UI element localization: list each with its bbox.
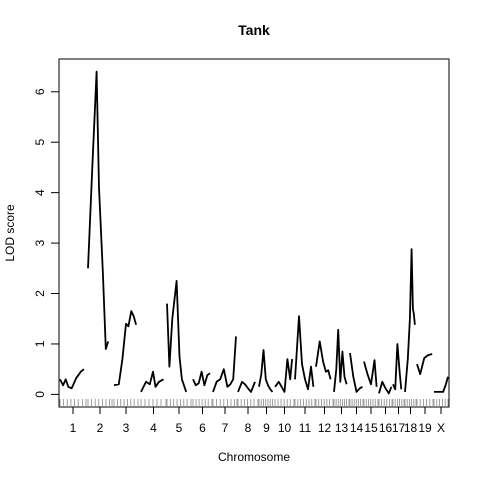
lod-curve-chr-10 <box>274 358 293 393</box>
y-tick-label: 4 <box>33 189 47 196</box>
x-tick-label: 15 <box>364 421 378 435</box>
x-tick-label: 16 <box>379 421 393 435</box>
lod-curve-chr-15 <box>363 359 378 387</box>
x-tick-label: 9 <box>263 421 270 435</box>
lod-curve-chr-11 <box>294 315 315 391</box>
lod-curve-chr-4 <box>140 370 164 393</box>
x-tick-label: 18 <box>404 421 418 435</box>
lod-curve-chr-18 <box>404 248 416 392</box>
y-tick-label: 5 <box>33 139 47 146</box>
x-tick-label: X <box>437 421 445 435</box>
y-axis: 0 1 2 3 4 5 6 <box>33 88 60 398</box>
lod-curve-chr-2 <box>87 70 110 350</box>
lod-curve-chr-X <box>434 376 449 393</box>
lod-curves <box>59 70 449 395</box>
lod-curve-chr-5 <box>166 279 188 393</box>
y-tick-label: 0 <box>33 391 47 398</box>
chart-title: Tank <box>238 22 270 38</box>
marker-rug <box>59 399 449 407</box>
lod-curve-chr-8 <box>237 380 256 393</box>
x-tick-label: 7 <box>222 421 229 435</box>
lod-curve-chr-12 <box>315 340 332 380</box>
x-tick-label: 6 <box>199 421 206 435</box>
lod-curve-chr-16 <box>378 380 393 395</box>
x-tick-label: 19 <box>418 421 432 435</box>
x-tick-label: 8 <box>245 421 252 435</box>
x-tick-label: 4 <box>150 421 157 435</box>
x-tick-label: 3 <box>123 421 130 435</box>
x-tick-label: 2 <box>97 421 104 435</box>
plot-frame <box>58 58 450 408</box>
x-tick-label: 11 <box>299 421 312 435</box>
y-tick-label: 2 <box>33 290 47 297</box>
x-tick-label: 17 <box>392 421 406 435</box>
lod-curve-chr-14 <box>349 352 363 393</box>
lod-curve-chr-17 <box>392 343 403 391</box>
y-tick-label: 1 <box>33 340 47 347</box>
x-tick-label: 12 <box>318 421 332 435</box>
y-axis-label: LOD score <box>3 204 17 262</box>
x-axis-label: Chromosome <box>218 450 290 464</box>
lod-curve-chr-1 <box>59 368 85 390</box>
x-tick-label: 1 <box>70 421 77 435</box>
x-tick-label: 5 <box>176 421 183 435</box>
lod-curve-chr-7 <box>212 336 237 393</box>
x-tick-label: 10 <box>278 421 292 435</box>
lod-curve-chr-19 <box>416 353 433 376</box>
lod-curve-chr-3 <box>113 310 137 387</box>
y-tick-label: 3 <box>33 239 47 246</box>
x-tick-label: 13 <box>335 421 349 435</box>
x-tick-label: 14 <box>350 421 364 435</box>
lod-curve-chr-6 <box>192 370 211 387</box>
lod-curve-chr-9 <box>258 349 274 393</box>
lod-curve-chr-13 <box>333 328 348 392</box>
y-tick-label: 6 <box>33 88 47 95</box>
